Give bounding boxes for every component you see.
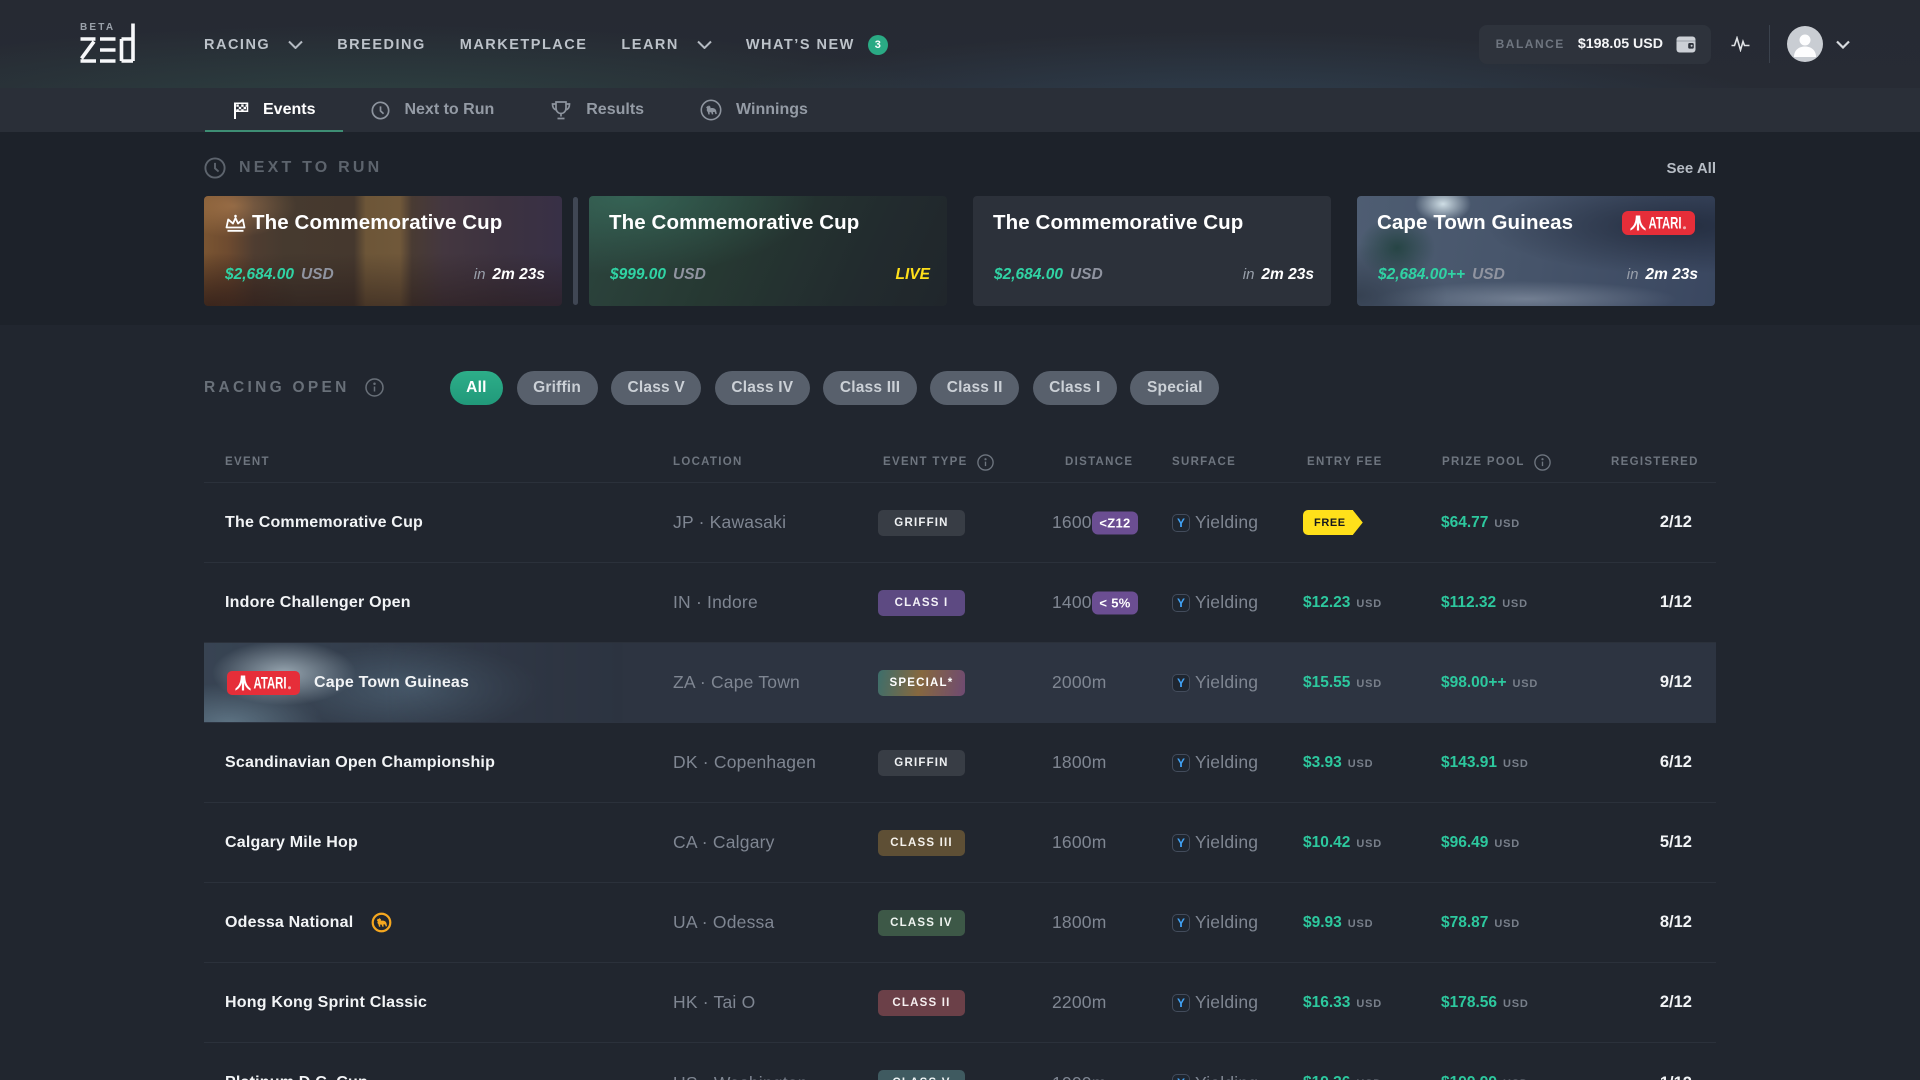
svg-text:ATARI: ATARI xyxy=(1649,215,1682,231)
svg-text:ATARI: ATARI xyxy=(254,675,287,691)
